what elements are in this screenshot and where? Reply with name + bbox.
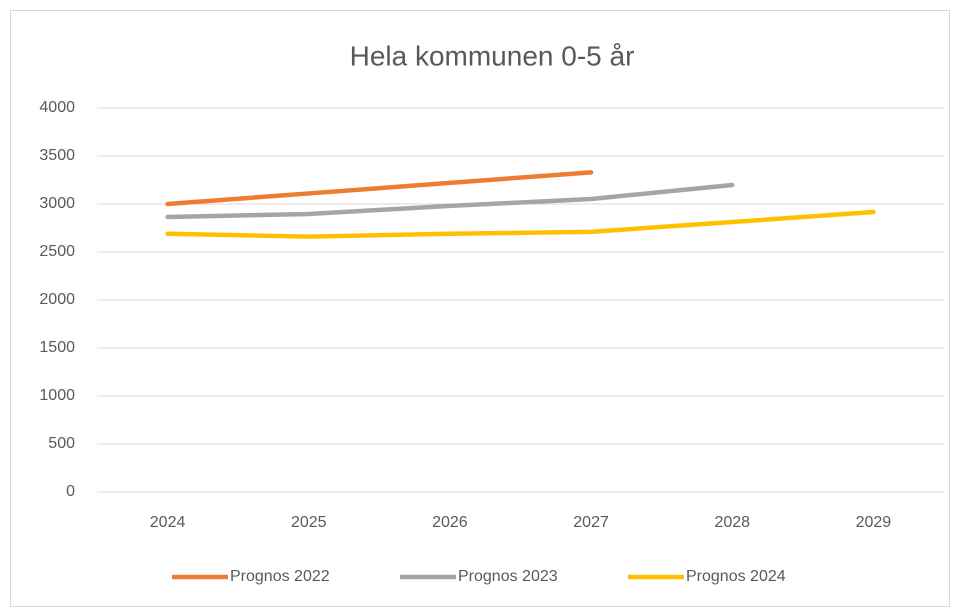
- x-tick-label: 2027: [573, 514, 609, 531]
- y-tick-label: 4000: [39, 99, 75, 116]
- y-tick-label: 2000: [39, 291, 75, 308]
- series-line: [165, 170, 594, 207]
- legend-label: Prognos 2024: [686, 568, 786, 585]
- x-tick-label: 2024: [150, 514, 186, 531]
- y-tick-label: 500: [48, 435, 75, 452]
- series-line: [165, 182, 735, 220]
- y-tick-label: 3000: [39, 195, 75, 212]
- x-tick-label: 2028: [714, 514, 750, 531]
- y-tick-label: 1000: [39, 387, 75, 404]
- y-tick-label: 1500: [39, 339, 75, 356]
- x-tick-label: 2026: [432, 514, 468, 531]
- y-tick-label: 0: [66, 483, 75, 500]
- y-tick-label: 3500: [39, 147, 75, 164]
- x-tick-label: 2025: [291, 514, 327, 531]
- legend-label: Prognos 2022: [230, 568, 330, 585]
- legend-label: Prognos 2023: [458, 568, 558, 585]
- y-tick-label: 2500: [39, 243, 75, 260]
- chart-title: Hela kommunen 0-5 år: [350, 40, 635, 71]
- x-tick-label: 2029: [856, 514, 892, 531]
- series-line: [165, 209, 876, 239]
- chart-frame: [10, 10, 950, 607]
